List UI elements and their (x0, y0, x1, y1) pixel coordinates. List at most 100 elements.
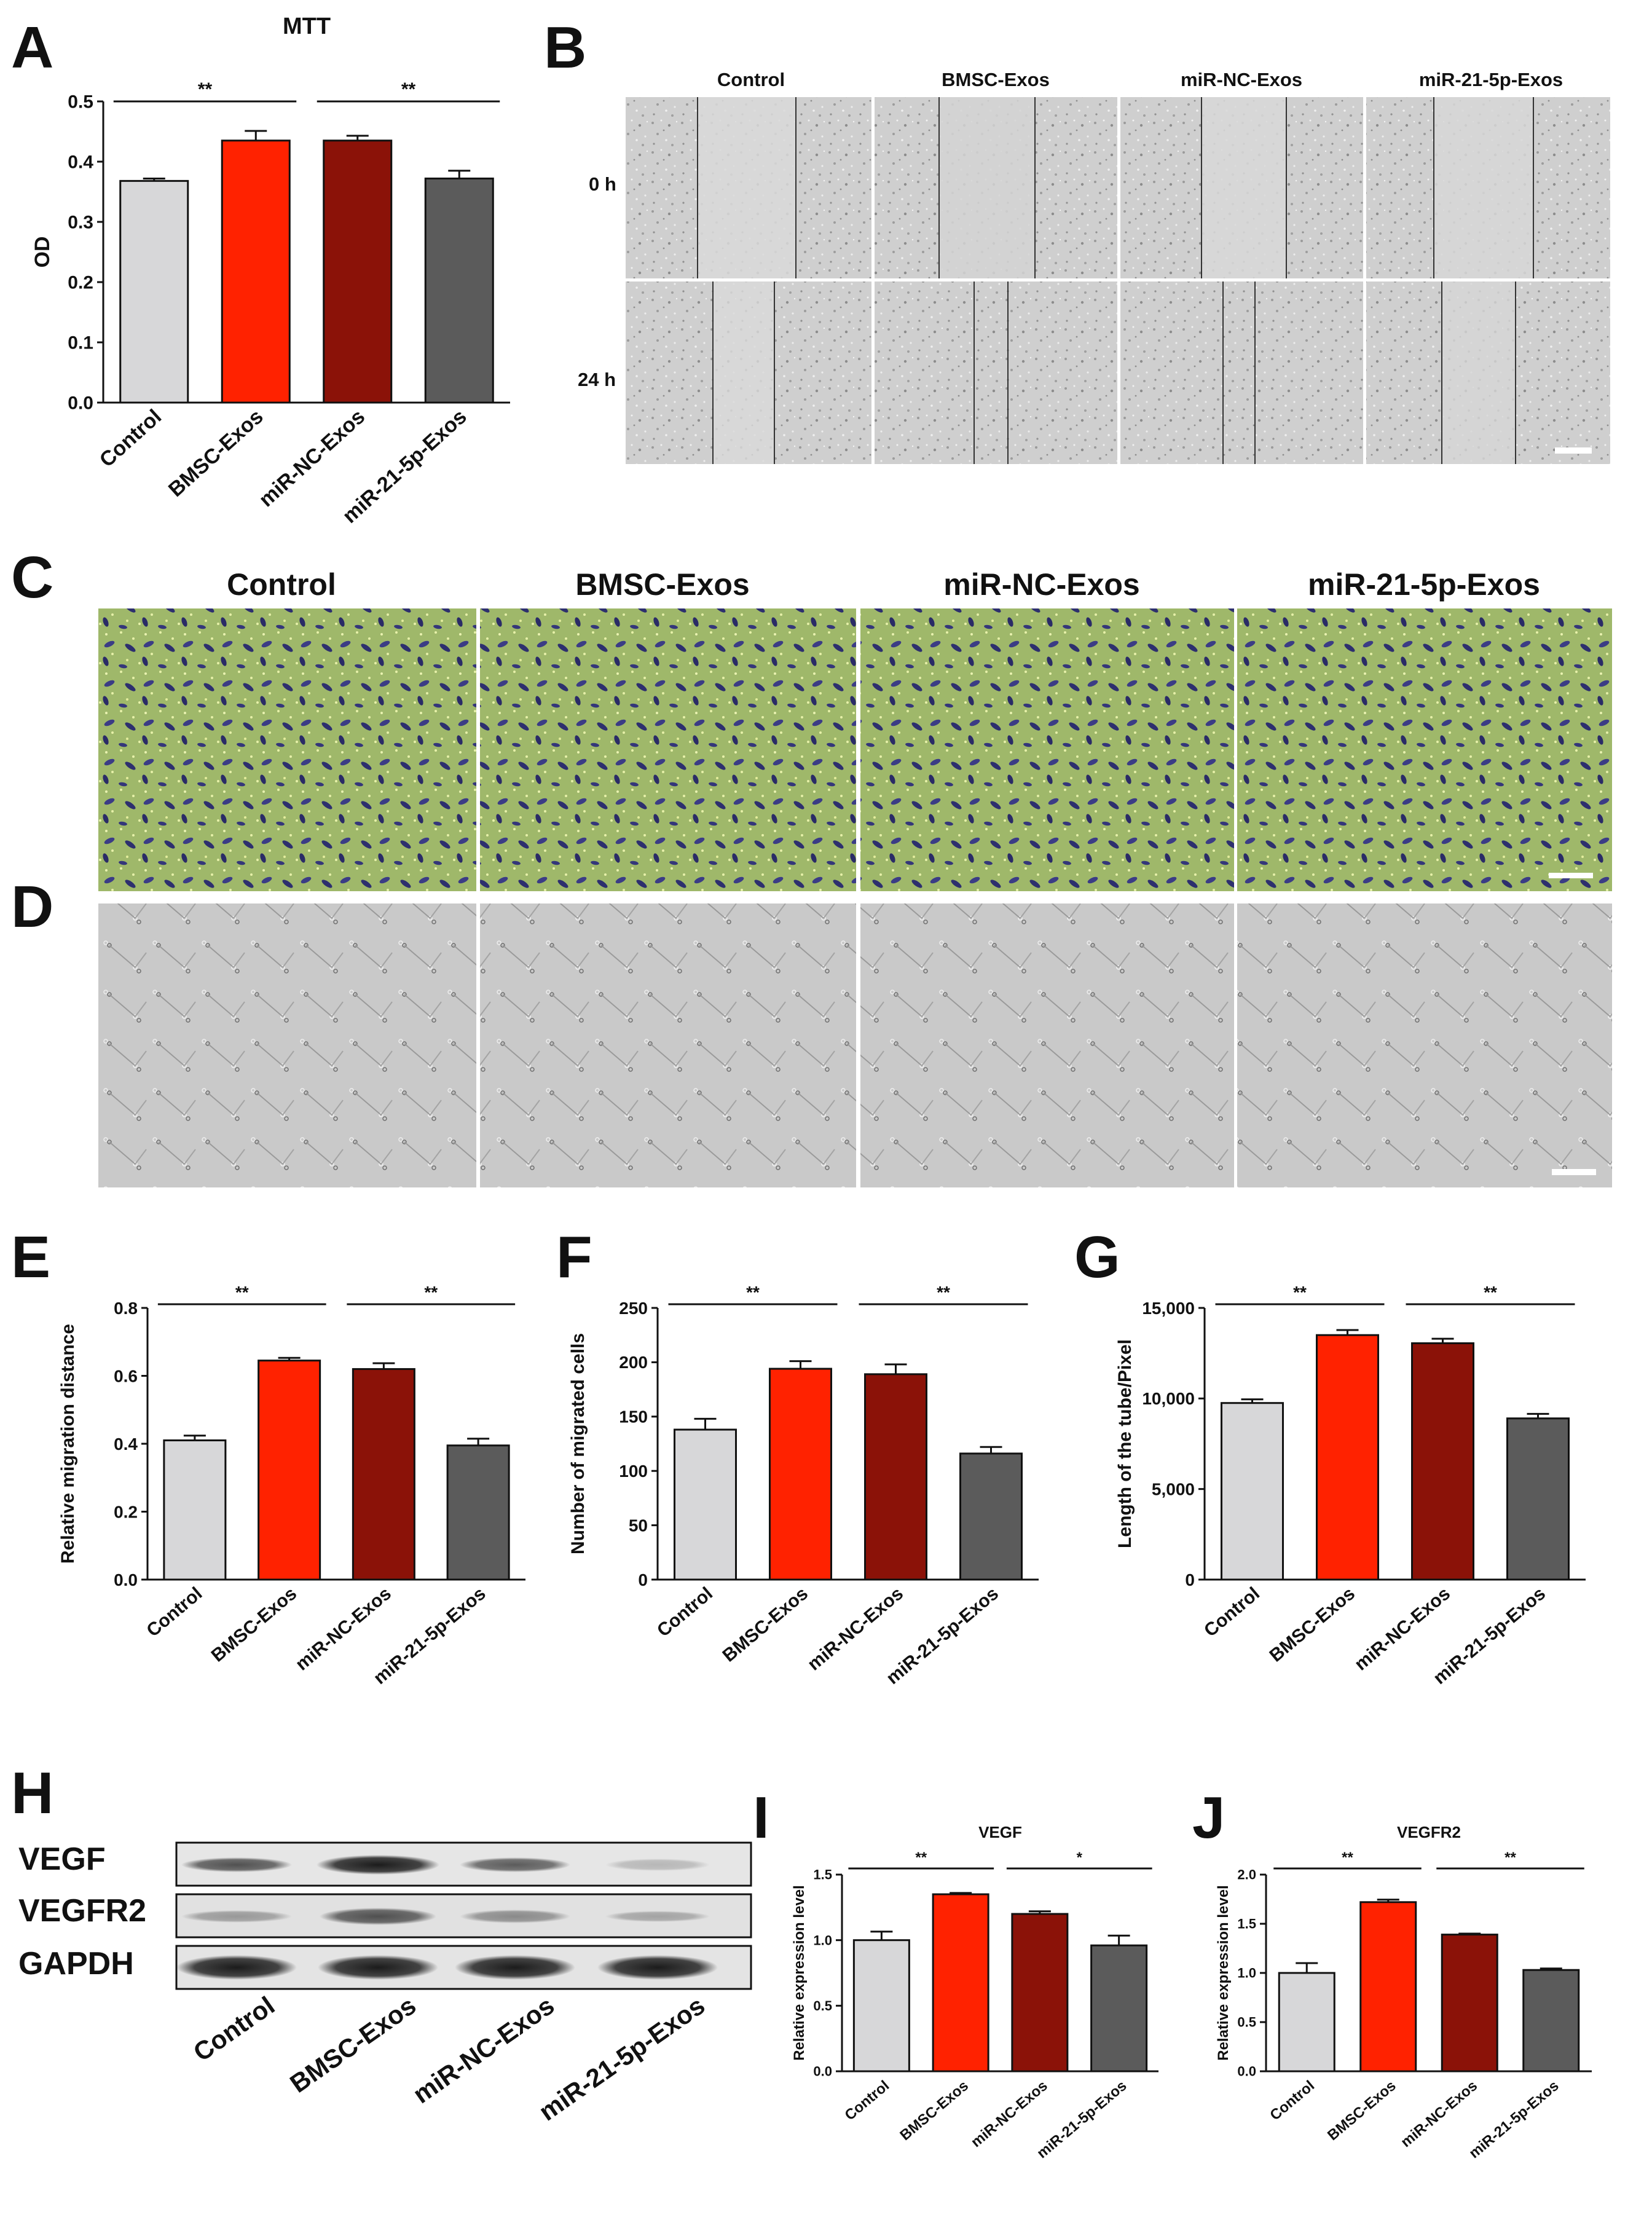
significance-label: ** (937, 1283, 950, 1302)
blot-band (460, 1857, 570, 1872)
y-tick-label: 0.4 (114, 1435, 138, 1454)
bar-control (1221, 1402, 1284, 1581)
panel-b-time-0h: 0 h (589, 173, 616, 195)
panel-letter-b: B (544, 15, 586, 81)
panel-c-col-label-4: miR-21-5p-Exos (1308, 567, 1540, 602)
significance-label: ** (424, 1283, 438, 1302)
y-tick-label: 200 (619, 1353, 648, 1372)
y-tick-label: 0.1 (68, 333, 93, 353)
y-tick-label: 1.0 (813, 1932, 832, 1948)
scratch-image-mirnc-24h (1120, 281, 1363, 464)
panel-letter-a: A (11, 15, 53, 81)
panel-b-col-label-3: miR-NC-Exos (1181, 69, 1302, 90)
bar-control (674, 1428, 737, 1581)
y-tick-label: 100 (619, 1462, 648, 1481)
chart-title: MTT (283, 14, 331, 39)
y-tick-label: 0.5 (68, 92, 93, 112)
bar-control (119, 179, 189, 404)
x-tick-label: Control (653, 1583, 717, 1641)
x-tick-label: miR-NC-Exos (1398, 2077, 1481, 2151)
y-tick-label: 0 (1185, 1570, 1195, 1589)
bar-mir-21-5p-exos (959, 1452, 1023, 1581)
y-tick-label: 5,000 (1152, 1479, 1195, 1498)
x-tick-label: miR-NC-Exos (292, 1583, 395, 1675)
tube-image-control (98, 903, 476, 1187)
tube-image-mir21 (1237, 903, 1612, 1187)
x-tick-label: Control (1267, 2077, 1318, 2124)
bar-mir-21-5p-exos (1506, 1417, 1570, 1581)
significance-label: ** (198, 79, 213, 100)
tube-image-bmsc (480, 903, 856, 1187)
chart-e: 0.0 0.2 0.4 0.6 0.8 Relative migration distan… (58, 1283, 525, 1688)
y-tick-label: 250 (619, 1299, 648, 1318)
blot-label-vegf: VEGF (18, 1841, 106, 1877)
bar-control (852, 1939, 910, 2073)
x-tick-label: miR-NC-Exos (1351, 1583, 1454, 1675)
transwell-image-control (98, 608, 476, 891)
bar-mir-nc-exos (352, 1368, 415, 1581)
y-tick-label: 0.5 (1237, 2015, 1256, 2030)
blot-band (320, 1908, 436, 1925)
panel-letter-d: D (11, 874, 53, 940)
x-tick-label: Control (95, 405, 166, 472)
y-tick-label: 0.5 (813, 1998, 832, 2014)
blot-band (176, 1955, 297, 1980)
y-tick-label: 0.0 (68, 393, 93, 414)
bar-mir-nc-exos (1441, 1934, 1498, 2073)
panel-b: Control BMSC-Exos miR-NC-Exos miR-21-5p-… (578, 69, 1610, 464)
panel-letter-f: F (556, 1224, 592, 1290)
significance-label: ** (1293, 1283, 1307, 1302)
blot-band (460, 1910, 570, 1923)
x-tick-label: miR-NC-Exos (968, 2077, 1051, 2151)
transwell-image-bmsc (480, 608, 856, 891)
chart-a: 0.0 0.1 0.2 0.3 0.4 0.5 OD MTT ControlBMSC-Exosm… (31, 14, 510, 528)
panel-b-col-label-1: Control (717, 69, 785, 90)
panel-c-col-label-3: miR-NC-Exos (943, 567, 1139, 602)
y-tick-label: 0.0 (114, 1570, 138, 1589)
x-tick-label: Control (1200, 1583, 1264, 1641)
blot-lane-label-3: miR-NC-Exos (407, 1991, 559, 2109)
bar-bmsc-exos (1316, 1334, 1379, 1581)
x-tick-label: Control (143, 1583, 206, 1641)
panel-letter-j: J (1192, 1785, 1225, 1851)
significance-label: ** (401, 79, 416, 100)
panel-c-col-label-2: BMSC-Exos (575, 567, 749, 602)
scale-bar-d (1552, 1169, 1596, 1175)
y-tick-label: 0.0 (1237, 2064, 1256, 2079)
bar-bmsc-exos (1359, 1901, 1417, 2073)
x-tick-label: Control (842, 2077, 893, 2124)
bar-mir-21-5p-exos (424, 177, 494, 404)
blot-lane-label-4: miR-21-5p-Exos (533, 1991, 710, 2127)
x-tick-label: miR-NC-Exos (804, 1583, 907, 1675)
panel-d (98, 903, 1612, 1187)
blot-band (605, 1911, 710, 1922)
y-tick-label: 1.5 (1237, 1916, 1256, 1932)
bar-control (1278, 1972, 1335, 2073)
blot-band (597, 1955, 718, 1980)
blot-label-vegfr2: VEGFR2 (18, 1893, 146, 1929)
panel-letter-i: I (753, 1785, 769, 1851)
panel-letter-h: H (11, 1760, 53, 1826)
scale-bar-b (1555, 447, 1592, 454)
bar-mir-21-5p-exos (446, 1444, 510, 1581)
bar-bmsc-exos (221, 140, 291, 404)
panel-letter-g: G (1074, 1224, 1120, 1290)
panel-h: VEGF VEGFR2 GAPDH Control BMSC-Exos miR-… (18, 1841, 752, 2127)
y-tick-label: 0.6 (114, 1366, 138, 1385)
chart-title: VEGFR2 (1397, 1823, 1461, 1841)
blot-label-gapdh: GAPDH (18, 1946, 134, 1982)
y-axis-label: OD (31, 237, 54, 268)
y-tick-label: 0 (638, 1570, 648, 1589)
panel-b-col-label-2: BMSC-Exos (942, 69, 1050, 90)
bar-mir-nc-exos (1011, 1913, 1069, 2073)
y-tick-label: 150 (619, 1407, 648, 1427)
bar-mir-nc-exos (864, 1373, 927, 1581)
panel-b-time-24h: 24 h (578, 369, 616, 390)
chart-i: 0.0 0.5 1.0 1.5 Relative expression level VEG… (791, 1823, 1158, 2162)
panel-b-col-label-4: miR-21-5p-Exos (1419, 69, 1563, 90)
blot-band (318, 1955, 438, 1980)
y-axis-label: Relative expression level (791, 1885, 808, 2061)
y-tick-label: 0.2 (68, 273, 93, 293)
bar-mir-21-5p-exos (1522, 1969, 1580, 2073)
